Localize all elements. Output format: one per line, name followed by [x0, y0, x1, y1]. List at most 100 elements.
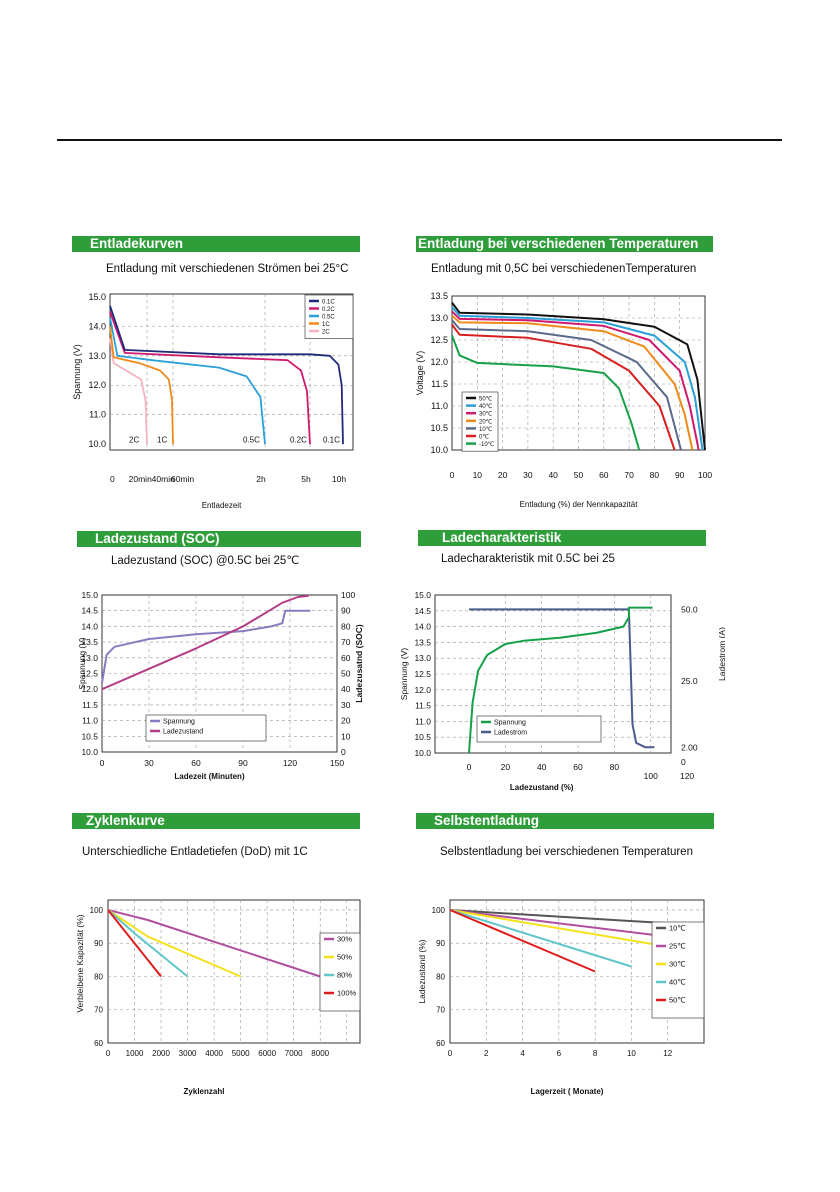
y-tick-label: 13.0 [430, 313, 448, 323]
legend-label: 1C [322, 322, 330, 328]
x-tick-label: 0 [467, 762, 472, 772]
legend-box [319, 932, 361, 1012]
x-tick-label: 60 [599, 470, 609, 480]
legend-label: 50% [337, 953, 352, 962]
y-tick-label: 11.5 [431, 379, 448, 389]
series-line-20℃ [451, 315, 694, 451]
x-tick-label: 20min [129, 474, 152, 484]
x-tick-label: 2000 [152, 1049, 170, 1058]
legend-label: 40℃ [479, 403, 493, 410]
series-line-spannung [468, 606, 653, 754]
y-tick-label-right: 50 [341, 669, 351, 679]
y-tick-label-right: 2.00 [681, 742, 698, 752]
x-tick-label: 50 [574, 470, 584, 480]
y-tick-label-left: 14.0 [81, 621, 98, 631]
x-tick-label: 90 [675, 470, 685, 480]
series-line-10℃ [451, 319, 682, 451]
y-tick-label: 100 [90, 906, 104, 915]
series-line-1C [109, 326, 174, 445]
y-tick-label: 10.0 [88, 439, 106, 449]
y-tick-label-left: 14.0 [414, 622, 431, 632]
charge-chart: 15.0 14.5 14.0 13.5 13.0 12.5 12.0 11.5 11.0 10.5… [399, 590, 725, 792]
y-tick-label-right: 25.0 [681, 676, 698, 686]
legend-label: 30% [337, 935, 352, 944]
y-tick-label-right: 90 [341, 606, 351, 616]
x-axis-label: Zyklenzahl [184, 1087, 225, 1096]
y-tick-label: 13.0 [88, 351, 106, 361]
y-tick-label: 10.0 [430, 445, 448, 455]
x-tick-label: 120 [680, 771, 694, 781]
x-tick-label: 40 [548, 470, 558, 480]
x-tick-label: 10 [473, 470, 483, 480]
cycles-chart: 100 90 80 70 60 Verbleibene Kapazität (%) 30% 5… [75, 899, 361, 1096]
x-tick-label: 4 [520, 1049, 525, 1058]
series-line-0.1C [109, 305, 344, 445]
discharge-chart: 15.0 14.0 13.0 12.0 11.0 10.0 Spannung (V) 0.1C… [72, 292, 354, 510]
series-end-label: 0.2C [290, 436, 307, 445]
series-line-spannung [101, 609, 311, 684]
legend-label: 0.5C [322, 315, 335, 321]
y-tick-label-left: 14.5 [81, 606, 98, 616]
x-tick-label: 0 [448, 1049, 453, 1058]
y-tick-label-right: 20 [341, 716, 351, 726]
legend-box [145, 714, 267, 742]
y-tick-label-left: 10.5 [414, 732, 431, 742]
y-tick-label-left: 11.5 [82, 700, 98, 710]
y-tick-label-left: 13.0 [414, 653, 431, 663]
section-band: Entladung bei verschiedenen Temperaturen [416, 236, 713, 252]
y-tick-label-left: 13.0 [81, 653, 98, 663]
x-tick-label: 100 [698, 470, 712, 480]
y-axis-label: Voltage (V) [415, 351, 425, 396]
x-tick-label: 3000 [179, 1049, 197, 1058]
chart-title: Selbstentladung bei verschiedenen Temper… [440, 846, 693, 858]
legend-label: 100% [337, 989, 357, 998]
legend-label: 50℃ [669, 996, 686, 1005]
chart-title: Entladung mit verschiedenen Strömen bei … [106, 263, 349, 275]
legend-label: -10℃ [479, 441, 495, 448]
x-tick-label: 90 [238, 758, 248, 768]
series-line-2C [109, 338, 148, 445]
y-tick-label-left: 13.5 [414, 637, 431, 647]
x-tick-label: 2 [484, 1049, 489, 1058]
legend-label: 0℃ [479, 434, 489, 441]
y-tick-label-right: 100 [341, 590, 355, 600]
legend-label: 20℃ [479, 418, 493, 425]
x-tick-label: 4000 [205, 1049, 223, 1058]
chart-title: Ladezustand (SOC) @0.5C bei 25℃ [111, 555, 300, 567]
x-tick-label: 40min [152, 474, 175, 484]
y-tick-label: 10.5 [430, 423, 448, 433]
y-tick-label-right: 10 [341, 731, 351, 741]
x-tick-label: 12 [663, 1049, 672, 1058]
x-tick-label: 120 [283, 758, 297, 768]
x-tick-label: 1000 [126, 1049, 144, 1058]
series-line-30% [107, 909, 321, 978]
x-tick-label: 20 [501, 762, 511, 772]
x-tick-label: 60 [191, 758, 201, 768]
legend-label: Ladestrom [494, 730, 527, 737]
y-tick-label-right: 80 [341, 621, 351, 631]
y-tick-label: 12.5 [430, 335, 448, 345]
y-tick-label-left: 14.5 [414, 606, 431, 616]
section-band: Zyklenkurve [72, 813, 360, 829]
x-tick-label: 6 [557, 1049, 562, 1058]
legend-label: 25℃ [669, 942, 686, 951]
series-line-10℃ [449, 909, 668, 925]
series-line-30℃ [451, 310, 700, 451]
legend-label: 80% [337, 971, 352, 980]
x-tick-label: 8 [593, 1049, 598, 1058]
legend-label: 10℃ [669, 924, 686, 933]
x-tick-label: 10 [627, 1049, 636, 1058]
y-tick-label: 70 [94, 1006, 103, 1015]
series-line-50% [107, 909, 241, 978]
series-line--10℃ [451, 335, 641, 451]
legend-label: 40℃ [669, 978, 686, 987]
x-tick-label: 8000 [311, 1049, 329, 1058]
section-band: Ladezustand (SOC) [77, 531, 361, 547]
y-tick-label: 12.0 [430, 357, 448, 367]
legend-label: Spannung [494, 720, 526, 727]
soc-chart: 15.0 14.5 14.0 13.5 13.0 12.5 12.0 11.5 11.0 10.5… [77, 590, 364, 781]
x-axis-label: Ladezeit (Minuten) [174, 772, 245, 781]
x-tick-label: 20 [498, 470, 508, 480]
y-tick-label: 15.0 [88, 292, 106, 302]
x-tick-label: 6000 [258, 1049, 276, 1058]
